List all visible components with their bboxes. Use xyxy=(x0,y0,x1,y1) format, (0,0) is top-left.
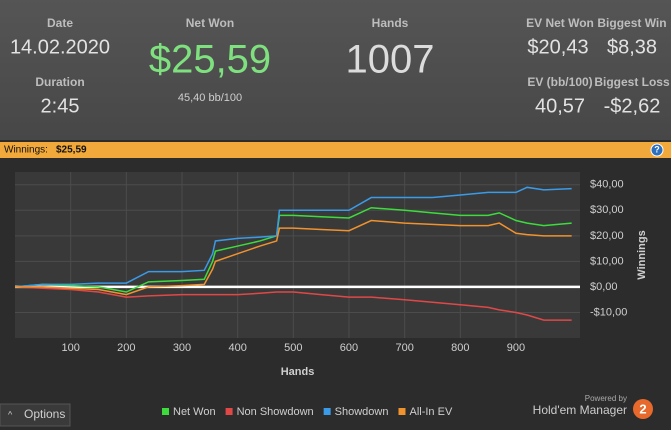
x-tick-label: 200 xyxy=(117,342,135,354)
options-button[interactable] xyxy=(0,403,71,427)
logo xyxy=(633,399,653,419)
x-tick-label: 900 xyxy=(507,342,525,354)
legend-swatch xyxy=(323,408,331,415)
label: Date xyxy=(47,16,73,30)
series-line xyxy=(14,286,572,321)
y-tick-label: $20,00 xyxy=(590,230,624,242)
legend-swatch xyxy=(162,408,169,415)
help-glyph: ? xyxy=(654,144,660,154)
plot-area xyxy=(15,172,580,338)
legend-swatch xyxy=(225,408,233,415)
x-tick-label: 400 xyxy=(228,342,246,354)
net-won: $25,59 xyxy=(149,38,271,82)
x-axis-label: Hands xyxy=(281,366,315,378)
x-tick-label: 500 xyxy=(284,342,302,354)
y-tick-label: -$10,00 xyxy=(590,306,627,318)
caret: ^ xyxy=(8,409,13,419)
label: EV Net Won xyxy=(526,16,594,30)
y-axis-label: Winnings xyxy=(636,230,648,279)
label: EV (bb/100) xyxy=(527,75,592,89)
brand: Hold'em Manager xyxy=(533,403,627,417)
label: Hands xyxy=(372,16,409,30)
value: 2:45 xyxy=(41,95,80,117)
value: $20,43 xyxy=(527,36,588,58)
bb100: 45,40 bb/100 xyxy=(178,92,242,104)
series-line xyxy=(15,219,572,296)
legend: Net Won Non Showdown Showdown All-In EV xyxy=(162,406,453,418)
label: Duration xyxy=(35,75,84,89)
series-line xyxy=(14,186,572,288)
legend-label: Showdown xyxy=(335,406,389,418)
value: 14.02.2020 xyxy=(10,36,110,58)
label: Biggest Loss xyxy=(594,75,670,89)
banner-label: Winnings: xyxy=(4,145,48,156)
value: 40,57 xyxy=(535,95,585,117)
banner-value: $25,59 xyxy=(56,145,87,156)
legend-label: Net Won xyxy=(173,406,216,418)
x-tick-label: 800 xyxy=(451,342,469,354)
stats-panel xyxy=(0,0,671,140)
x-tick-label: 300 xyxy=(173,342,191,354)
x-tick-label: 100 xyxy=(61,342,79,354)
hands: 1007 xyxy=(346,38,435,82)
powered-by: Powered by xyxy=(585,394,627,403)
value: -$2,62 xyxy=(604,95,661,117)
legend-label: All-In EV xyxy=(409,406,452,418)
value: $8,38 xyxy=(607,36,657,58)
y-tick-label: $40,00 xyxy=(590,179,624,191)
banner xyxy=(0,142,671,158)
legend-label: Non Showdown xyxy=(237,406,314,418)
y-tick-label: $30,00 xyxy=(590,204,624,216)
help-icon[interactable] xyxy=(650,143,664,157)
label: Net Won xyxy=(186,16,234,30)
label: Biggest Win xyxy=(597,16,666,30)
options-label: Options xyxy=(24,407,65,421)
logo-text: 2 xyxy=(639,401,646,416)
x-tick-label: 700 xyxy=(395,342,413,354)
y-tick-label: $0,00 xyxy=(590,281,618,293)
y-tick-label: $10,00 xyxy=(590,255,624,267)
x-tick-label: 600 xyxy=(340,342,358,354)
legend-swatch xyxy=(398,408,406,415)
